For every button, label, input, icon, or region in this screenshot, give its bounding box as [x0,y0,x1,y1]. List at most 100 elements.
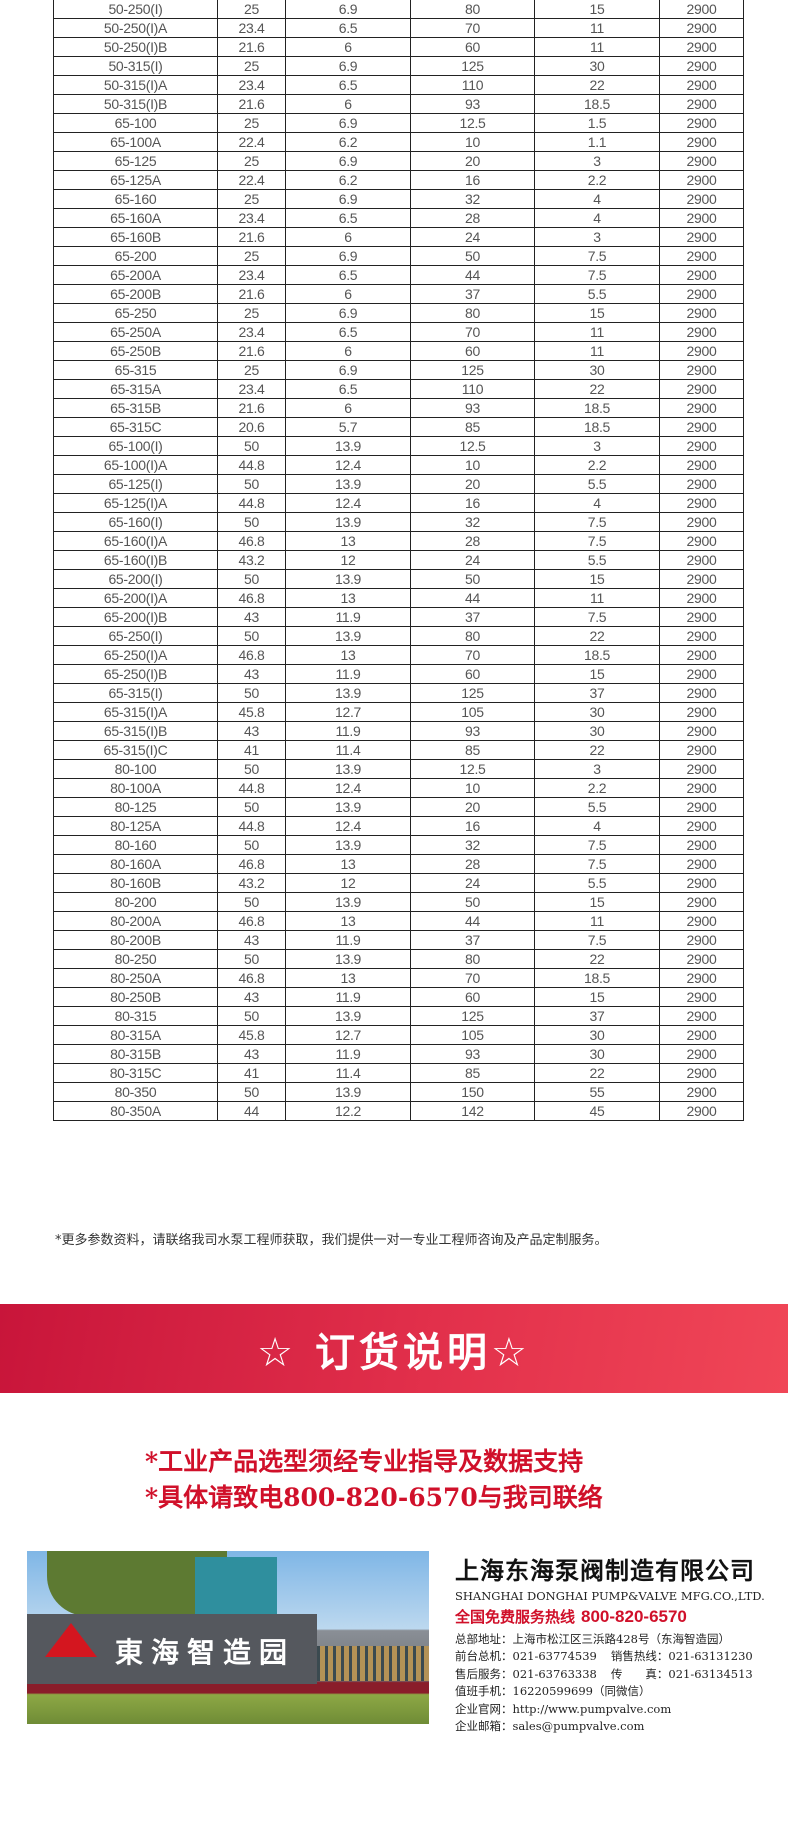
table-row: 65-250 25 6.9 80 15 2900 [53,303,744,323]
model-cell: 65-250(I) [53,626,218,646]
value-cell: 6.5 [285,208,411,228]
value-cell: 2900 [659,892,744,912]
value-cell: 24 [410,550,535,570]
pump-spec-table: 50-250(I) 25 6.9 80 15 2900 50-250(I)A 23.4 6.5 7… [53,0,744,1121]
model-cell: 65-315(I)C [53,740,218,760]
table-row: 50-250(I) 25 6.9 80 15 2900 [53,0,744,19]
value-cell: 11.4 [285,740,411,760]
table-row: 65-100 25 6.9 12.5 1.5 2900 [53,113,744,133]
table-row: 65-200 25 6.9 50 7.5 2900 [53,246,744,266]
value-cell: 44 [410,588,535,608]
value-cell: 2900 [659,1101,744,1121]
value-cell: 43 [217,1044,286,1064]
model-cell: 65-250 [53,303,218,323]
value-cell: 6 [285,37,411,57]
value-cell: 7.5 [534,930,660,950]
model-cell: 65-160B [53,227,218,247]
factory-photo: 東海智造园 [27,1551,429,1724]
value-cell: 50 [217,1082,286,1102]
value-cell: 2900 [659,759,744,779]
fax: 传 真：021-63134513 [610,1666,753,1681]
value-cell: 44.8 [217,816,286,836]
table-row: 80-250A 46.8 13 70 18.5 2900 [53,968,744,988]
value-cell: 16 [410,816,535,836]
model-cell: 65-250(I)A [53,645,218,665]
value-cell: 7.5 [534,835,660,855]
value-cell: 10 [410,455,535,475]
value-cell: 13 [285,588,411,608]
value-cell: 11 [534,18,660,38]
address: 总部地址：上海市松江区三浜路428号（东海智造园） [455,1632,730,1646]
sales-hotline: 销售热线：021-63131230 [610,1649,753,1664]
wall-sign: 東海智造园 [115,1636,296,1669]
table-row: 50-250(I)A 23.4 6.5 70 11 2900 [53,18,744,38]
value-cell: 44.8 [217,493,286,513]
table-row: 65-100(I)A 44.8 12.4 10 2.2 2900 [53,455,744,475]
value-cell: 46.8 [217,645,286,665]
value-cell: 2900 [659,683,744,703]
model-cell: 65-200B [53,284,218,304]
value-cell: 70 [410,322,535,342]
value-cell: 30 [534,1044,660,1064]
value-cell: 46.8 [217,968,286,988]
model-cell: 80-160B [53,873,218,893]
model-cell: 65-125 [53,151,218,171]
table-row: 80-160A 46.8 13 28 7.5 2900 [53,854,744,874]
value-cell: 80 [410,626,535,646]
value-cell: 44.8 [217,778,286,798]
value-cell: 2900 [659,1082,744,1102]
value-cell: 44 [410,265,535,285]
table-row: 65-315 25 6.9 125 30 2900 [53,360,744,380]
value-cell: 2.2 [534,778,660,798]
value-cell: 45 [534,1101,660,1121]
value-cell: 2900 [659,189,744,209]
value-cell: 22 [534,626,660,646]
table-row: 80-315A 45.8 12.7 105 30 2900 [53,1025,744,1045]
table-row: 80-200A 46.8 13 44 11 2900 [53,911,744,931]
table-row: 80-125 50 13.9 20 5.5 2900 [53,797,744,817]
value-cell: 125 [410,56,535,76]
model-cell: 50-315(I)A [53,75,218,95]
table-row: 65-200(I)A 46.8 13 44 11 2900 [53,588,744,608]
value-cell: 18.5 [534,968,660,988]
model-cell: 65-100A [53,132,218,152]
value-cell: 50 [217,683,286,703]
value-cell: 93 [410,1044,535,1064]
value-cell: 50 [410,569,535,589]
hotline-number[interactable]: 800-820-6570 [581,1607,687,1626]
table-row: 65-160 25 6.9 32 4 2900 [53,189,744,209]
value-cell: 43 [217,930,286,950]
value-cell: 43 [217,721,286,741]
value-cell: 2900 [659,246,744,266]
website[interactable]: 企业官网：http://www.pumpvalve.com [455,1701,672,1716]
value-cell: 24 [410,227,535,247]
model-cell: 80-100A [53,778,218,798]
value-cell: 3 [534,227,660,247]
table-row: 80-200 50 13.9 50 15 2900 [53,892,744,912]
value-cell: 4 [534,189,660,209]
value-cell: 18.5 [534,94,660,114]
value-cell: 3 [534,436,660,456]
value-cell: 15 [534,892,660,912]
table-row: 65-315(I)C 41 11.4 85 22 2900 [53,740,744,760]
value-cell: 11 [534,341,660,361]
value-cell: 23.4 [217,322,286,342]
value-cell: 25 [217,189,286,209]
model-cell: 80-350 [53,1082,218,1102]
value-cell: 13.9 [285,1082,411,1102]
value-cell: 6.9 [285,303,411,323]
value-cell: 50 [217,949,286,969]
table-row: 65-250B 21.6 6 60 11 2900 [53,341,744,361]
value-cell: 4 [534,493,660,513]
value-cell: 43 [217,664,286,684]
value-cell: 23.4 [217,75,286,95]
value-cell: 6 [285,227,411,247]
model-cell: 50-250(I) [53,0,218,19]
value-cell: 11 [534,37,660,57]
table-row: 80-315 50 13.9 125 37 2900 [53,1006,744,1026]
value-cell: 13 [285,911,411,931]
model-cell: 65-200(I) [53,569,218,589]
model-cell: 80-250A [53,968,218,988]
email[interactable]: 企业邮箱：sales@pumpvalve.com [455,1719,645,1734]
value-cell: 13.9 [285,892,411,912]
